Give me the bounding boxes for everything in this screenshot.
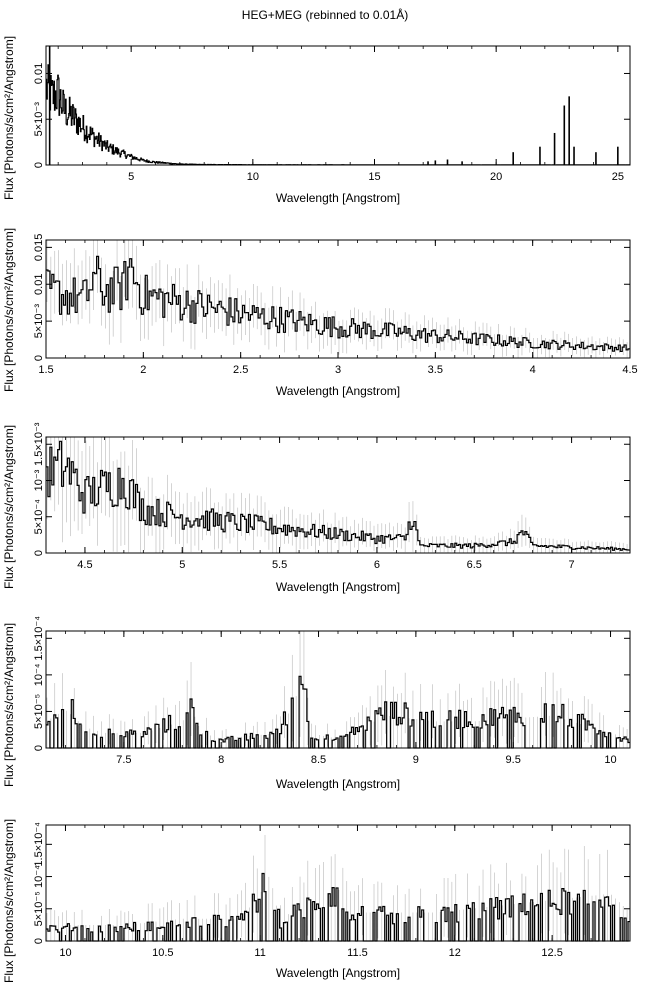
- chart-2-x-tick-label: 2.5: [233, 364, 248, 376]
- chart-4-x-tick-label: 9: [413, 754, 419, 766]
- chart-2-x-tick-label: 4: [530, 364, 536, 376]
- chart-4-y-tick-label: 0: [33, 745, 45, 751]
- chart-1-x-tick-label: 15: [368, 171, 380, 183]
- chart-5-spectrum-line: [46, 872, 630, 942]
- chart-3-y-tick-label: 5×10⁻⁴: [33, 499, 45, 535]
- chart-3-x-label: Wavelength [Angstrom]: [275, 580, 401, 594]
- chart-2-spectrum-line: [46, 255, 630, 353]
- chart-3-svg: 4.5 5 5.5 6 6.5 7 0 5×10⁻⁴ 10⁻³ 1.5×10⁻³: [33, 422, 631, 571]
- chart-2-y-tick-label: 5×10⁻³: [33, 304, 45, 339]
- chart-4-svg: 7.5 8 8.5 9 9.5 10 0 5×10⁻⁵ 10⁻⁴ 1.5×10⁻⁴: [33, 616, 631, 766]
- chart-4-y-tick-label: 1.5×10⁻⁴: [33, 616, 45, 661]
- chart-5-x-tick-label: 11: [254, 947, 265, 959]
- chart-2-x-label: Wavelength [Angstrom]: [275, 384, 401, 398]
- chart-1-x-tick-label: 25: [612, 171, 624, 183]
- chart-5-x-tick-label: 12: [449, 947, 461, 959]
- chart-1-x-tick-label: 20: [490, 171, 502, 183]
- chart-2-x-tick-label: 1.5: [38, 364, 53, 376]
- chart-5-y-tick-label: 0: [33, 938, 45, 944]
- chart-5-x-label: Wavelength [Angstrom]: [275, 966, 401, 980]
- chart-5-y-tick-label: 5×10⁻⁵: [33, 891, 45, 926]
- chart-4-x-tick-label: 8: [218, 754, 224, 766]
- chart-4-x-tick-label: 8.5: [311, 754, 326, 766]
- chart-2-x-tick-label: 3: [335, 364, 341, 376]
- chart-3-x-tick-label: 5.5: [272, 559, 287, 571]
- chart-5-y-tick-label: 10⁻⁴: [33, 865, 45, 888]
- chart-3-x-tick-label: 5: [179, 559, 185, 571]
- chart-5-x-tick-label: 10: [59, 947, 71, 959]
- chart-panel-1: 5 10 15 20 25 0 5×10⁻³ 0.01 Flux [Photons/s/cm²…: [0, 0, 650, 210]
- chart-1-y-tick-label: 5×10⁻³: [33, 102, 45, 137]
- chart-5-x-tick-label: 11.5: [347, 947, 368, 959]
- chart-1-x-label: Wavelength [Angstrom]: [275, 191, 401, 205]
- chart-1-x-tick-label: 5: [128, 171, 134, 183]
- chart-4-x-tick-label: 9.5: [506, 754, 521, 766]
- chart-panel-3: 4.5 5 5.5 6 6.5 7 0 5×10⁻⁴ 10⁻³ 1.5×10⁻³ Flux [Ph…: [2, 422, 631, 594]
- chart-4-y-tick-label: 10⁻⁴: [33, 663, 45, 686]
- chart-2-y-tick-label: 0.015: [33, 234, 45, 262]
- chart-4-error-bars: [46, 631, 628, 748]
- chart-2-x-tick-label: 4.5: [622, 364, 637, 376]
- page-title: HEG+MEG (rebinned to 0.01Å): [241, 8, 409, 22]
- chart-1-x-tick-label: 10: [247, 171, 259, 183]
- chart-panel-2: 1.5 2 2.5 3 3.5 4 4.5 0 5×10⁻³ 0.01 0.015 Flux [Ph…: [0, 0, 650, 400]
- chart-5-x-tick-label: 10.5: [152, 947, 173, 959]
- chart-5-y-tick-label: 1.5×10⁻⁴: [33, 822, 45, 867]
- chart-4-x-tick-label: 7.5: [116, 754, 131, 766]
- chart-2-svg: 1.5 2 2.5 3 3.5 4 4.5 0 5×10⁻³ 0.01 0.015: [33, 234, 638, 376]
- chart-2-y-tick-label: 0: [33, 355, 45, 361]
- chart-panel-4: 7.5 8 8.5 9 9.5 10 0 5×10⁻⁵ 10⁻⁴ 1.5×10⁻⁴ Flux [P…: [2, 616, 631, 791]
- chart-1-svg: 5 10 15 20 25 0 5×10⁻³ 0.01: [33, 45, 631, 183]
- chart-4-x-label: Wavelength [Angstrom]: [275, 777, 401, 791]
- chart-1-plot-frame: [45, 45, 631, 166]
- chart-3-y-tick-label: 0: [33, 550, 45, 556]
- chart-3-x-tick-label: 6: [374, 559, 380, 571]
- chart-4-y-tick-label: 5×10⁻⁵: [33, 694, 45, 729]
- chart-2-x-tick-label: 3.5: [428, 364, 443, 376]
- chart-2-x-tick-label: 2: [140, 364, 146, 376]
- chart-3-y-tick-label: 1.5×10⁻³: [33, 422, 45, 466]
- chart-3-x-tick-label: 6.5: [467, 559, 482, 571]
- chart-5-x-tick-label: 12.5: [541, 947, 562, 959]
- chart-3-x-tick-label: 4.5: [77, 559, 92, 571]
- chart-3-x-tick-label: 7: [569, 559, 575, 571]
- chart-1-y-tick-label: 0.01: [33, 63, 45, 84]
- chart-3-y-tick-label: 10⁻³: [33, 469, 45, 491]
- chart-2-y-tick-label: 0.01: [33, 274, 45, 295]
- chart-1-y-tick-label: 0: [33, 162, 45, 168]
- chart-4-x-tick-label: 10: [604, 754, 616, 766]
- chart-3-spectrum-line: [46, 440, 630, 551]
- chart-5-y-label: Flux [Photons/s/cm²/Angstrom]: [2, 818, 16, 983]
